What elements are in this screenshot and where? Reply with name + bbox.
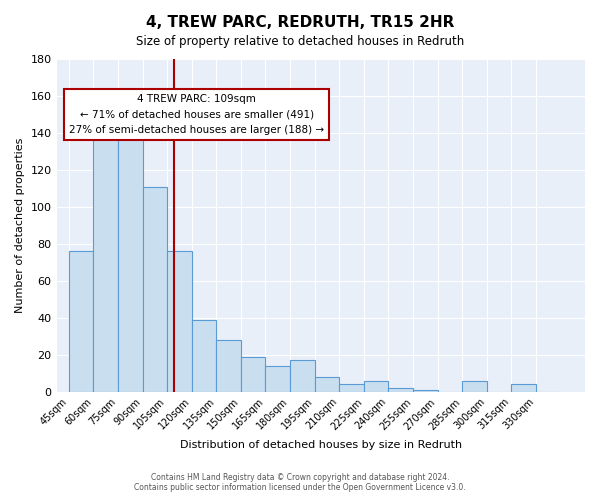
Bar [511, 384, 536, 392]
Text: 4 TREW PARC: 109sqm
← 71% of detached houses are smaller (491)
27% of semi-detac: 4 TREW PARC: 109sqm ← 71% of detached ho… [69, 94, 324, 135]
Bar [265, 366, 290, 392]
Bar [339, 384, 364, 392]
Bar [241, 356, 265, 392]
Bar [462, 380, 487, 392]
Bar [192, 320, 217, 392]
Y-axis label: Number of detached properties: Number of detached properties [15, 138, 25, 313]
Text: Size of property relative to detached houses in Redruth: Size of property relative to detached ho… [136, 35, 464, 48]
Bar [413, 390, 437, 392]
Bar [314, 377, 339, 392]
Bar [364, 380, 388, 392]
Text: 4, TREW PARC, REDRUTH, TR15 2HR: 4, TREW PARC, REDRUTH, TR15 2HR [146, 15, 454, 30]
X-axis label: Distribution of detached houses by size in Redruth: Distribution of detached houses by size … [180, 440, 462, 450]
Bar [143, 186, 167, 392]
Bar [388, 388, 413, 392]
Bar [290, 360, 314, 392]
Bar [118, 122, 143, 392]
Text: Contains HM Land Registry data © Crown copyright and database right 2024.
Contai: Contains HM Land Registry data © Crown c… [134, 473, 466, 492]
Bar [217, 340, 241, 392]
Bar [69, 252, 94, 392]
Bar [94, 126, 118, 392]
Bar [167, 252, 192, 392]
